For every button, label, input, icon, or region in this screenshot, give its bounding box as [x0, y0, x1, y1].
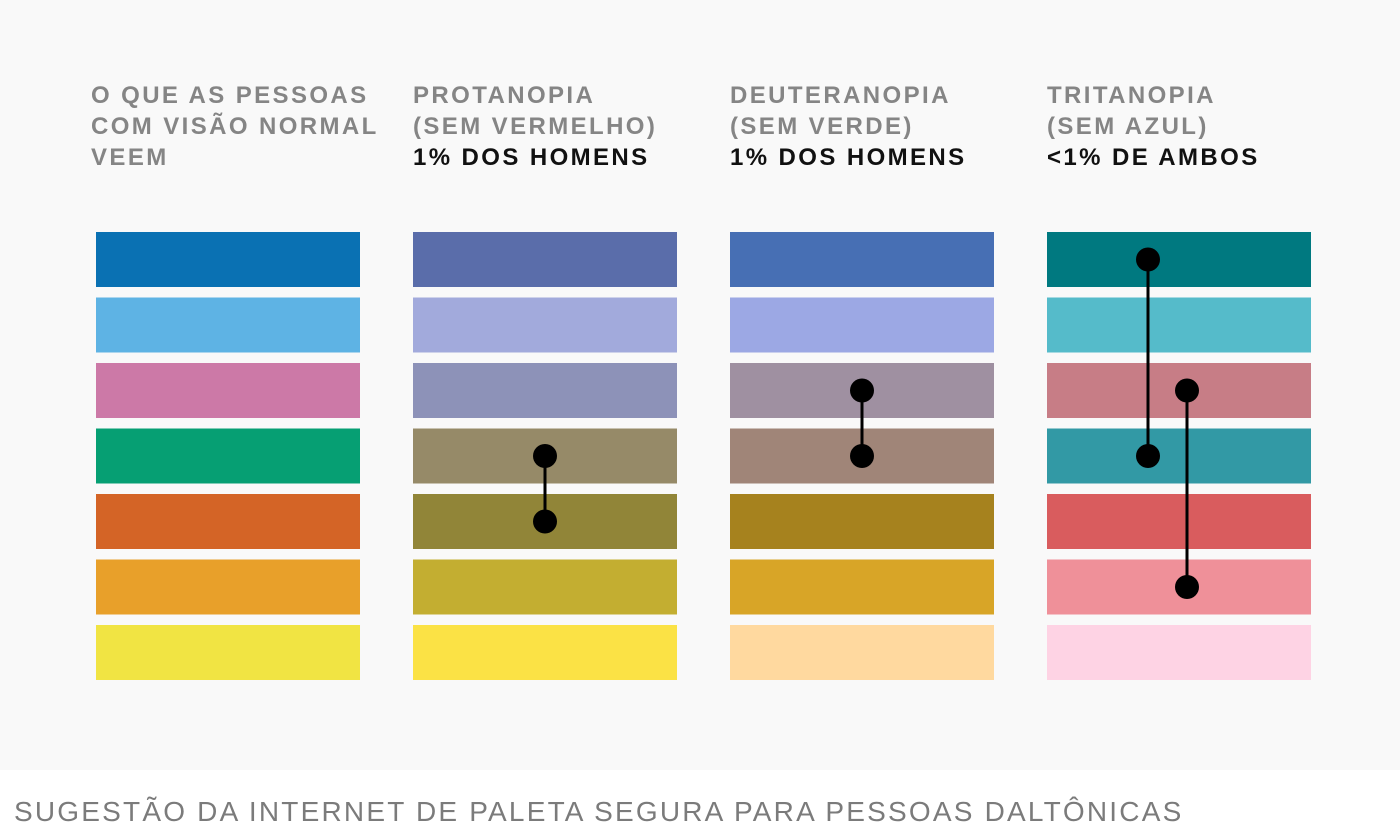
confusion-dot — [533, 509, 557, 534]
header-line: (SEM VERMELHO) — [413, 113, 658, 140]
confusion-dot — [850, 444, 874, 468]
header-prevalence: <1% DE AMBOS — [1047, 144, 1260, 171]
color-swatch — [1047, 494, 1311, 549]
header-line: TRITANOPIA — [1047, 82, 1216, 109]
swatch-grid — [96, 232, 1311, 680]
color-swatch — [96, 494, 360, 549]
color-swatch — [1047, 232, 1311, 287]
color-swatch — [730, 297, 994, 353]
confusion-dot — [1136, 247, 1160, 272]
color-swatch — [413, 625, 677, 680]
header-prevalence: 1% DOS HOMENS — [413, 144, 650, 171]
header-line: (SEM VERDE) — [730, 113, 914, 140]
header-normal-vision: O QUE AS PESSOAS COM VISÃO NORMAL VEEM — [91, 80, 379, 173]
color-swatch — [730, 494, 994, 549]
header-line: DEUTERANOPIA — [730, 82, 951, 109]
color-swatch — [96, 297, 360, 353]
color-swatch — [413, 559, 677, 615]
color-swatch — [96, 625, 360, 680]
color-swatch — [96, 428, 360, 484]
confusion-dot — [1175, 575, 1199, 599]
color-swatch — [96, 559, 360, 615]
header-tritanopia: TRITANOPIA (SEM AZUL) <1% DE AMBOS — [1047, 80, 1260, 173]
header-line: VEEM — [91, 144, 169, 171]
color-swatch — [1047, 625, 1311, 680]
caption: SUGESTÃO DA INTERNET DE PALETA SEGURA PA… — [14, 796, 1184, 827]
color-swatch — [413, 297, 677, 353]
color-swatch — [413, 232, 677, 287]
confusion-dot — [1175, 378, 1199, 403]
header-prevalence: 1% DOS HOMENS — [730, 144, 967, 171]
header-protanopia: PROTANOPIA (SEM VERMELHO) 1% DOS HOMENS — [413, 80, 657, 173]
color-swatch — [96, 363, 360, 418]
color-swatch — [730, 625, 994, 680]
color-swatch — [96, 232, 360, 287]
color-swatch — [730, 559, 994, 615]
color-swatch — [1047, 297, 1311, 353]
header-line: COM VISÃO NORMAL — [91, 113, 379, 140]
color-swatch — [1047, 428, 1311, 484]
confusion-dot — [533, 444, 557, 468]
color-swatch — [730, 232, 994, 287]
confusion-dot — [850, 378, 874, 403]
header-line: PROTANOPIA — [413, 82, 596, 109]
header-deuteranopia: DEUTERANOPIA (SEM VERDE) 1% DOS HOMENS — [730, 80, 967, 173]
color-swatch — [413, 363, 677, 418]
header-line: O QUE AS PESSOAS — [91, 82, 369, 109]
confusion-dot — [1136, 444, 1160, 468]
header-line: (SEM AZUL) — [1047, 113, 1209, 140]
